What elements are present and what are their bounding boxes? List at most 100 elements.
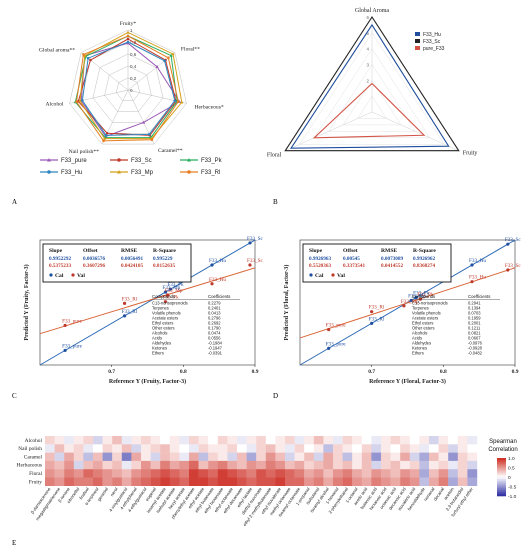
radar-b-grid-ring bbox=[313, 48, 431, 139]
scatter-cal-point-f33-sc bbox=[506, 242, 510, 246]
scatter-val-label-f33-pure: F33_pure bbox=[62, 318, 83, 324]
scatter-cal-label-f33-rl: F33_Rl bbox=[122, 309, 138, 315]
radar-a-legend-marker-f33-hu bbox=[47, 170, 51, 174]
scatter-val-label-f33-rl: F33_Rl bbox=[122, 296, 138, 302]
heatmap-cell bbox=[342, 452, 353, 462]
heatmap-cell bbox=[131, 460, 142, 470]
radar-a-point-f33-mp bbox=[171, 52, 175, 56]
heatmap-cell bbox=[361, 469, 372, 478]
scatter-cal-label-f33-sc: F33_Sc bbox=[247, 236, 264, 242]
coef-table-coefficient: 0.1790 bbox=[208, 326, 221, 331]
heatmap-row-label-floral: Floral bbox=[29, 471, 42, 477]
radar-a-legend-marker-f33-sc bbox=[117, 158, 121, 162]
heatmap-cell bbox=[381, 444, 391, 453]
radar-a-axis-label-nail-polish: Nail polish** bbox=[69, 149, 100, 155]
coef-table-compound: Aldehydes bbox=[152, 341, 171, 346]
radar-a-point-f33-rl bbox=[82, 53, 85, 56]
radar-a-point-f33-rl bbox=[167, 56, 170, 60]
radar-b-legend-swatch-pure-f33 bbox=[415, 46, 420, 50]
radar-a-legend-label-f33-mp: F33_Mp bbox=[131, 170, 154, 176]
heatmap-cell bbox=[217, 452, 228, 462]
colorbar-segment bbox=[497, 467, 506, 470]
coef-table-compound: Alcohols bbox=[412, 331, 427, 336]
scatter-stats-cal-value: 0.0056491 bbox=[121, 256, 143, 262]
scatter-stats-header-r-square: R-Square bbox=[413, 248, 436, 254]
radar-b-grid-ring bbox=[328, 64, 416, 132]
radar-a-grid-ring bbox=[92, 53, 164, 123]
scatter-stats-cal-value: 0.9926963 bbox=[309, 256, 331, 262]
scatter-plot-frame bbox=[299, 239, 516, 366]
scatter-val-point-f33-sc bbox=[506, 268, 510, 272]
heatmap-cell bbox=[352, 469, 362, 478]
heatmap-cell bbox=[141, 452, 151, 462]
coef-table-coefficient: 0.0474 bbox=[208, 331, 221, 336]
radar-a-point-f33-rl bbox=[150, 138, 154, 142]
heatmap-cell bbox=[198, 436, 209, 445]
heatmap-cell bbox=[227, 444, 238, 453]
heatmap-cell bbox=[102, 477, 113, 486]
radar-a-series-f33-rl bbox=[76, 35, 179, 142]
radar-a-point-f33-pk bbox=[169, 53, 173, 57]
radar-a-point-f33-rl bbox=[75, 100, 78, 104]
scatter-cal-label-f33-hu: F33_Hu bbox=[469, 258, 486, 264]
heatmap-cell bbox=[217, 436, 228, 445]
colorbar-segment bbox=[497, 482, 506, 485]
coef-table-compound: Terpenes bbox=[152, 306, 169, 311]
heatmap-cell bbox=[102, 452, 113, 462]
radar-b-legend-swatch-f33-sc bbox=[415, 39, 420, 43]
heatmap-cell bbox=[208, 452, 218, 462]
heatmap-cell bbox=[409, 436, 420, 445]
heatmap-cell bbox=[352, 477, 362, 486]
colorbar-segment bbox=[497, 484, 506, 487]
heatmap-row-label-nail-polish: Nail polish bbox=[18, 446, 42, 452]
colorbar-segment bbox=[497, 486, 506, 489]
colorbar-tick-label: 1.0 bbox=[508, 456, 515, 462]
scatter-legend-val-marker bbox=[331, 273, 335, 277]
heatmap-cell bbox=[83, 452, 94, 462]
coef-table-coefficient: 0.0821 bbox=[468, 331, 481, 336]
heatmap-cell bbox=[208, 436, 218, 445]
heatmap-cell bbox=[45, 469, 55, 478]
heatmap-cell bbox=[409, 477, 420, 486]
radar-b-tick-label: 3 bbox=[366, 63, 369, 68]
coef-table-compound: Terpenes bbox=[412, 306, 429, 311]
heatmap-cell bbox=[304, 452, 314, 462]
heatmap-cell bbox=[371, 477, 382, 486]
heatmap-cell bbox=[64, 469, 74, 478]
heatmap-cell bbox=[275, 436, 286, 445]
scatter-stats-cal-value: 0.995229 bbox=[153, 256, 173, 262]
heatmap-cell bbox=[313, 436, 324, 445]
radar-chart-a: 00.20.40.60.81Fruity*Floral**Herbaceous*… bbox=[39, 21, 224, 176]
scatter-x-tick-label: 0.8 bbox=[180, 369, 187, 375]
heatmap-cell bbox=[198, 444, 209, 453]
colorbar-tick-label: 0.5 bbox=[508, 466, 515, 472]
radar-a-point-f33-pure bbox=[155, 65, 159, 69]
heatmap-cell bbox=[419, 469, 430, 478]
heatmap-cell bbox=[381, 460, 391, 470]
radar-b-spoke bbox=[285, 111, 373, 151]
heatmap-cell bbox=[390, 452, 401, 462]
heatmap-cell bbox=[141, 469, 151, 478]
heatmap-cell bbox=[54, 460, 65, 470]
heatmap-cell bbox=[112, 452, 122, 462]
scatter-x-tick-label: 0.9 bbox=[512, 369, 519, 375]
radar-a-point-f33-hu bbox=[104, 134, 108, 137]
coef-table-coefficient: 0.0556 bbox=[208, 336, 221, 341]
radar-a-series-f33-hu bbox=[81, 41, 176, 136]
heatmap-cell bbox=[121, 460, 132, 470]
heatmap-cell bbox=[131, 469, 142, 478]
heatmap-cell bbox=[285, 444, 295, 453]
heatmap-cell bbox=[160, 444, 170, 453]
scatter-x-tick-label: 0.7 bbox=[108, 369, 115, 375]
heatmap-cell bbox=[294, 436, 305, 445]
heatmap-cell bbox=[45, 477, 55, 486]
scatter-val-point-f33-pure bbox=[327, 327, 331, 332]
scatter-val-point-f33-rl bbox=[122, 301, 127, 305]
radar-a-point-f33-rl bbox=[177, 100, 180, 103]
scatter-stats-cal-value: 0.00545 bbox=[343, 256, 360, 262]
heatmap-cell bbox=[323, 436, 334, 445]
scatter-cal-label-f33-rl: F33_Rl bbox=[369, 316, 385, 322]
radar-a-axis-label-fruity: Fruity* bbox=[120, 21, 137, 27]
colorbar-segment bbox=[497, 478, 506, 482]
heatmap-cell bbox=[438, 444, 449, 453]
